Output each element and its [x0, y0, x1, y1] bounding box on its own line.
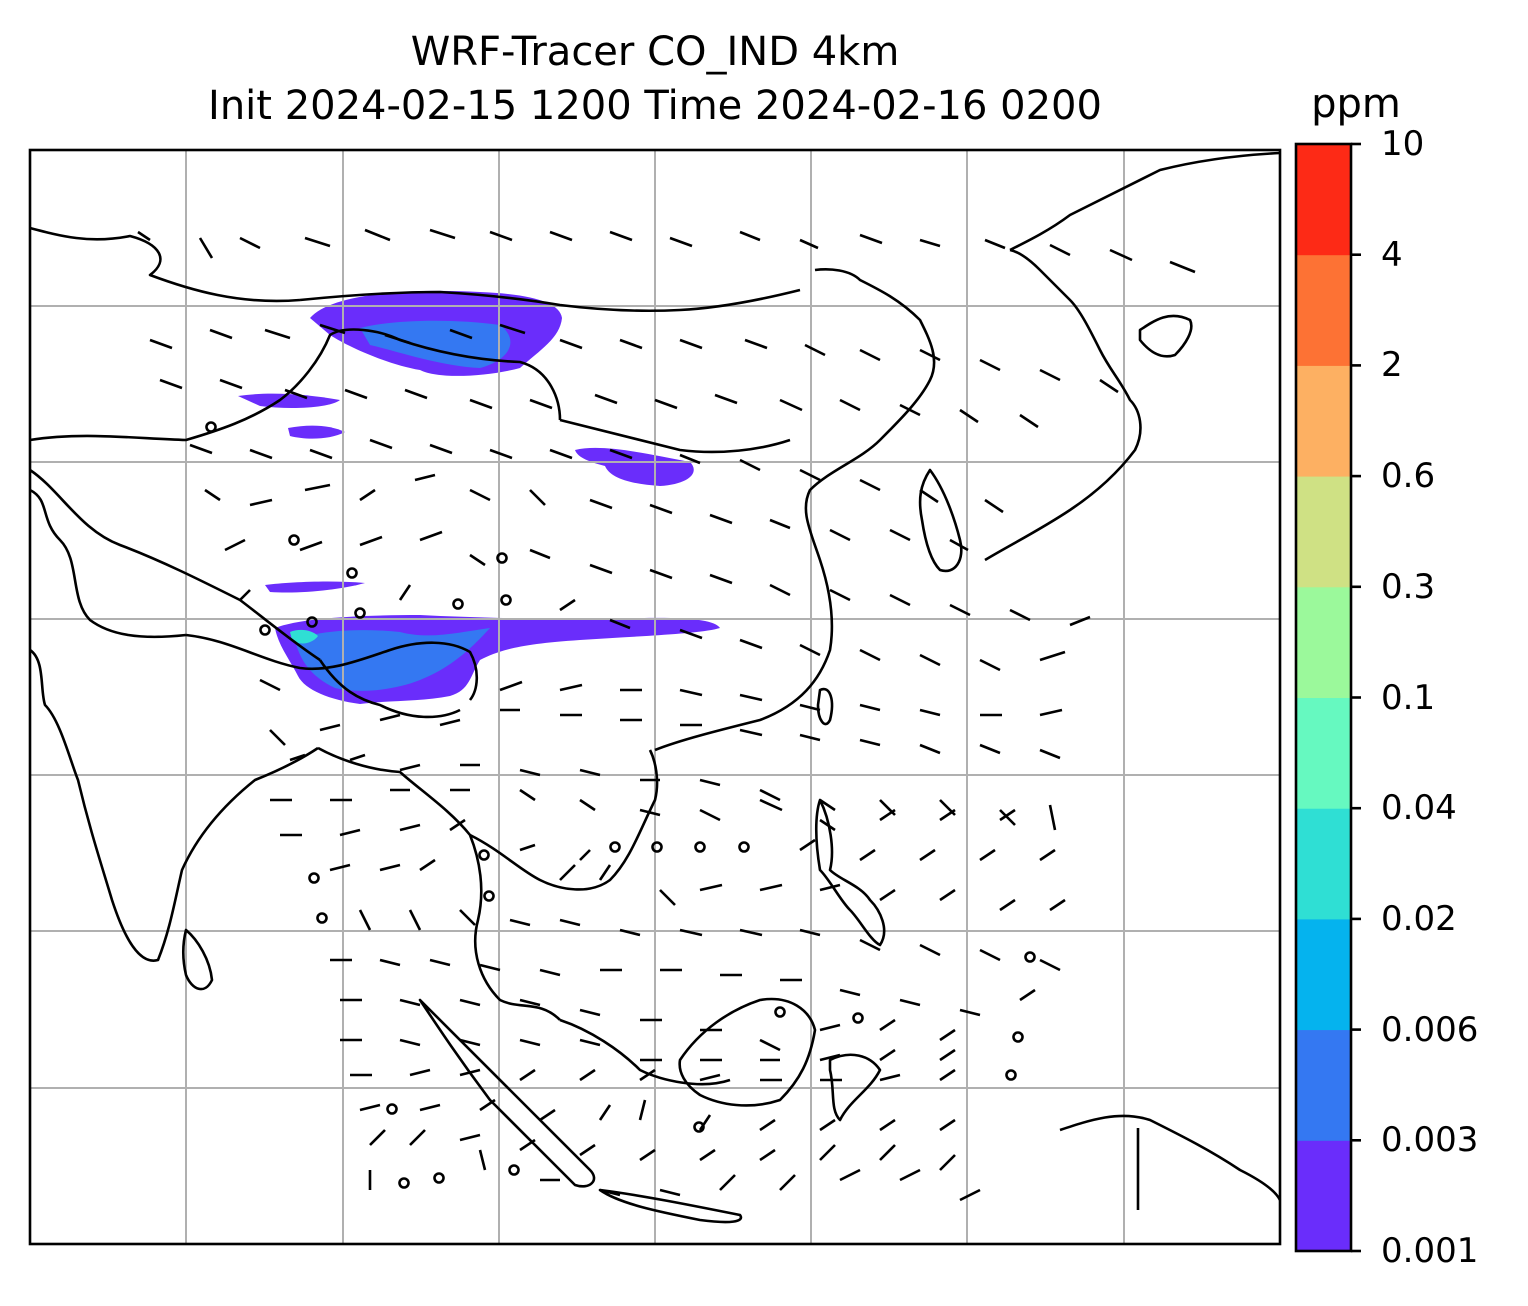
- colorbar-tick-label: 0.3: [1381, 566, 1436, 607]
- colorbar-tick-label: 0.04: [1381, 788, 1457, 829]
- colorbar-segment: [1296, 918, 1351, 1031]
- colorbar-frame: [1294, 142, 1353, 1253]
- plume-streak-2: [288, 425, 345, 439]
- colorbar: [1296, 144, 1351, 1252]
- colorbar-segment: [1296, 476, 1351, 588]
- coastlines-and-borders: [29, 151, 1282, 1224]
- colorbar-segment: [1296, 144, 1351, 256]
- colorbar-ticks: [1351, 142, 1361, 1253]
- colorbar-unit-label: ppm: [1311, 81, 1401, 127]
- wind-barbs: [137, 228, 1196, 1202]
- colorbar-segment: [1296, 808, 1351, 920]
- colorbar-segment: [1296, 254, 1351, 366]
- colorbar-segment: [1296, 697, 1351, 809]
- colorbar-segment: [1296, 586, 1351, 698]
- colorbar-tick-label: 0.006: [1381, 1009, 1479, 1050]
- map-subtitle: Init 2024-02-15 1200 Time 2024-02-16 020…: [208, 83, 1102, 129]
- colorbar-segment: [1296, 1029, 1351, 1141]
- colorbar-tick-label: 0.003: [1381, 1120, 1479, 1161]
- colorbar-tick-label: 2: [1381, 345, 1403, 386]
- colorbar-tick-label: 10: [1381, 124, 1425, 164]
- colorbar-tick-label: 0.001: [1381, 1231, 1479, 1271]
- map-frame: [28, 148, 1282, 1246]
- plume-south-core: [290, 629, 318, 644]
- plume-streak-3: [575, 447, 694, 486]
- plume-streak-4: [265, 581, 365, 593]
- map-title: WRF-Tracer CO_IND 4km: [410, 29, 900, 75]
- colorbar-segment: [1296, 365, 1351, 477]
- tracer-plume-shading: [238, 290, 720, 704]
- plume-streak-1: [238, 393, 340, 408]
- colorbar-tick-label: 0.1: [1381, 677, 1436, 718]
- colorbar-segment: [1296, 1140, 1351, 1252]
- plume-north-mid: [360, 320, 511, 368]
- colorbar-tick-label: 0.02: [1381, 898, 1457, 939]
- calm-markers: [205, 421, 1036, 1189]
- colorbar-tick-label: 4: [1381, 234, 1403, 275]
- map-grid: [30, 150, 1280, 1244]
- colorbar-tick-label: 0.6: [1381, 456, 1436, 497]
